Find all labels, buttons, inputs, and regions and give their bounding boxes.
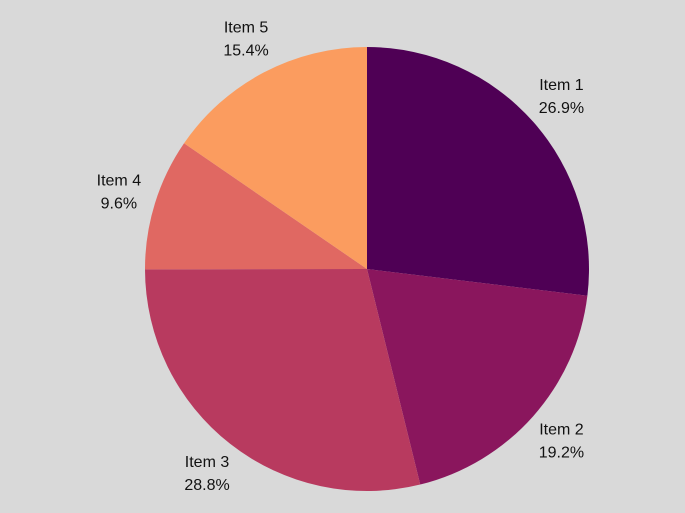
- pie-slice: [145, 269, 421, 491]
- pie-slice: [367, 269, 588, 485]
- slice-value-label: 28.8%: [184, 477, 229, 494]
- pie-slice: [145, 143, 367, 270]
- slice-value-label: 9.6%: [101, 195, 137, 212]
- slice-label: Item 1: [539, 77, 584, 94]
- slice-value-label: 26.9%: [539, 100, 584, 117]
- pie-slice: [184, 46, 367, 270]
- pie-slice: [367, 47, 589, 296]
- slice-value-label: 15.4%: [223, 42, 268, 59]
- slice-label: Item 4: [97, 172, 142, 189]
- slice-label: Item 5: [224, 19, 269, 36]
- slice-label: Item 2: [539, 421, 584, 438]
- slice-value-label: 19.2%: [539, 444, 584, 461]
- slice-label: Item 3: [185, 454, 230, 471]
